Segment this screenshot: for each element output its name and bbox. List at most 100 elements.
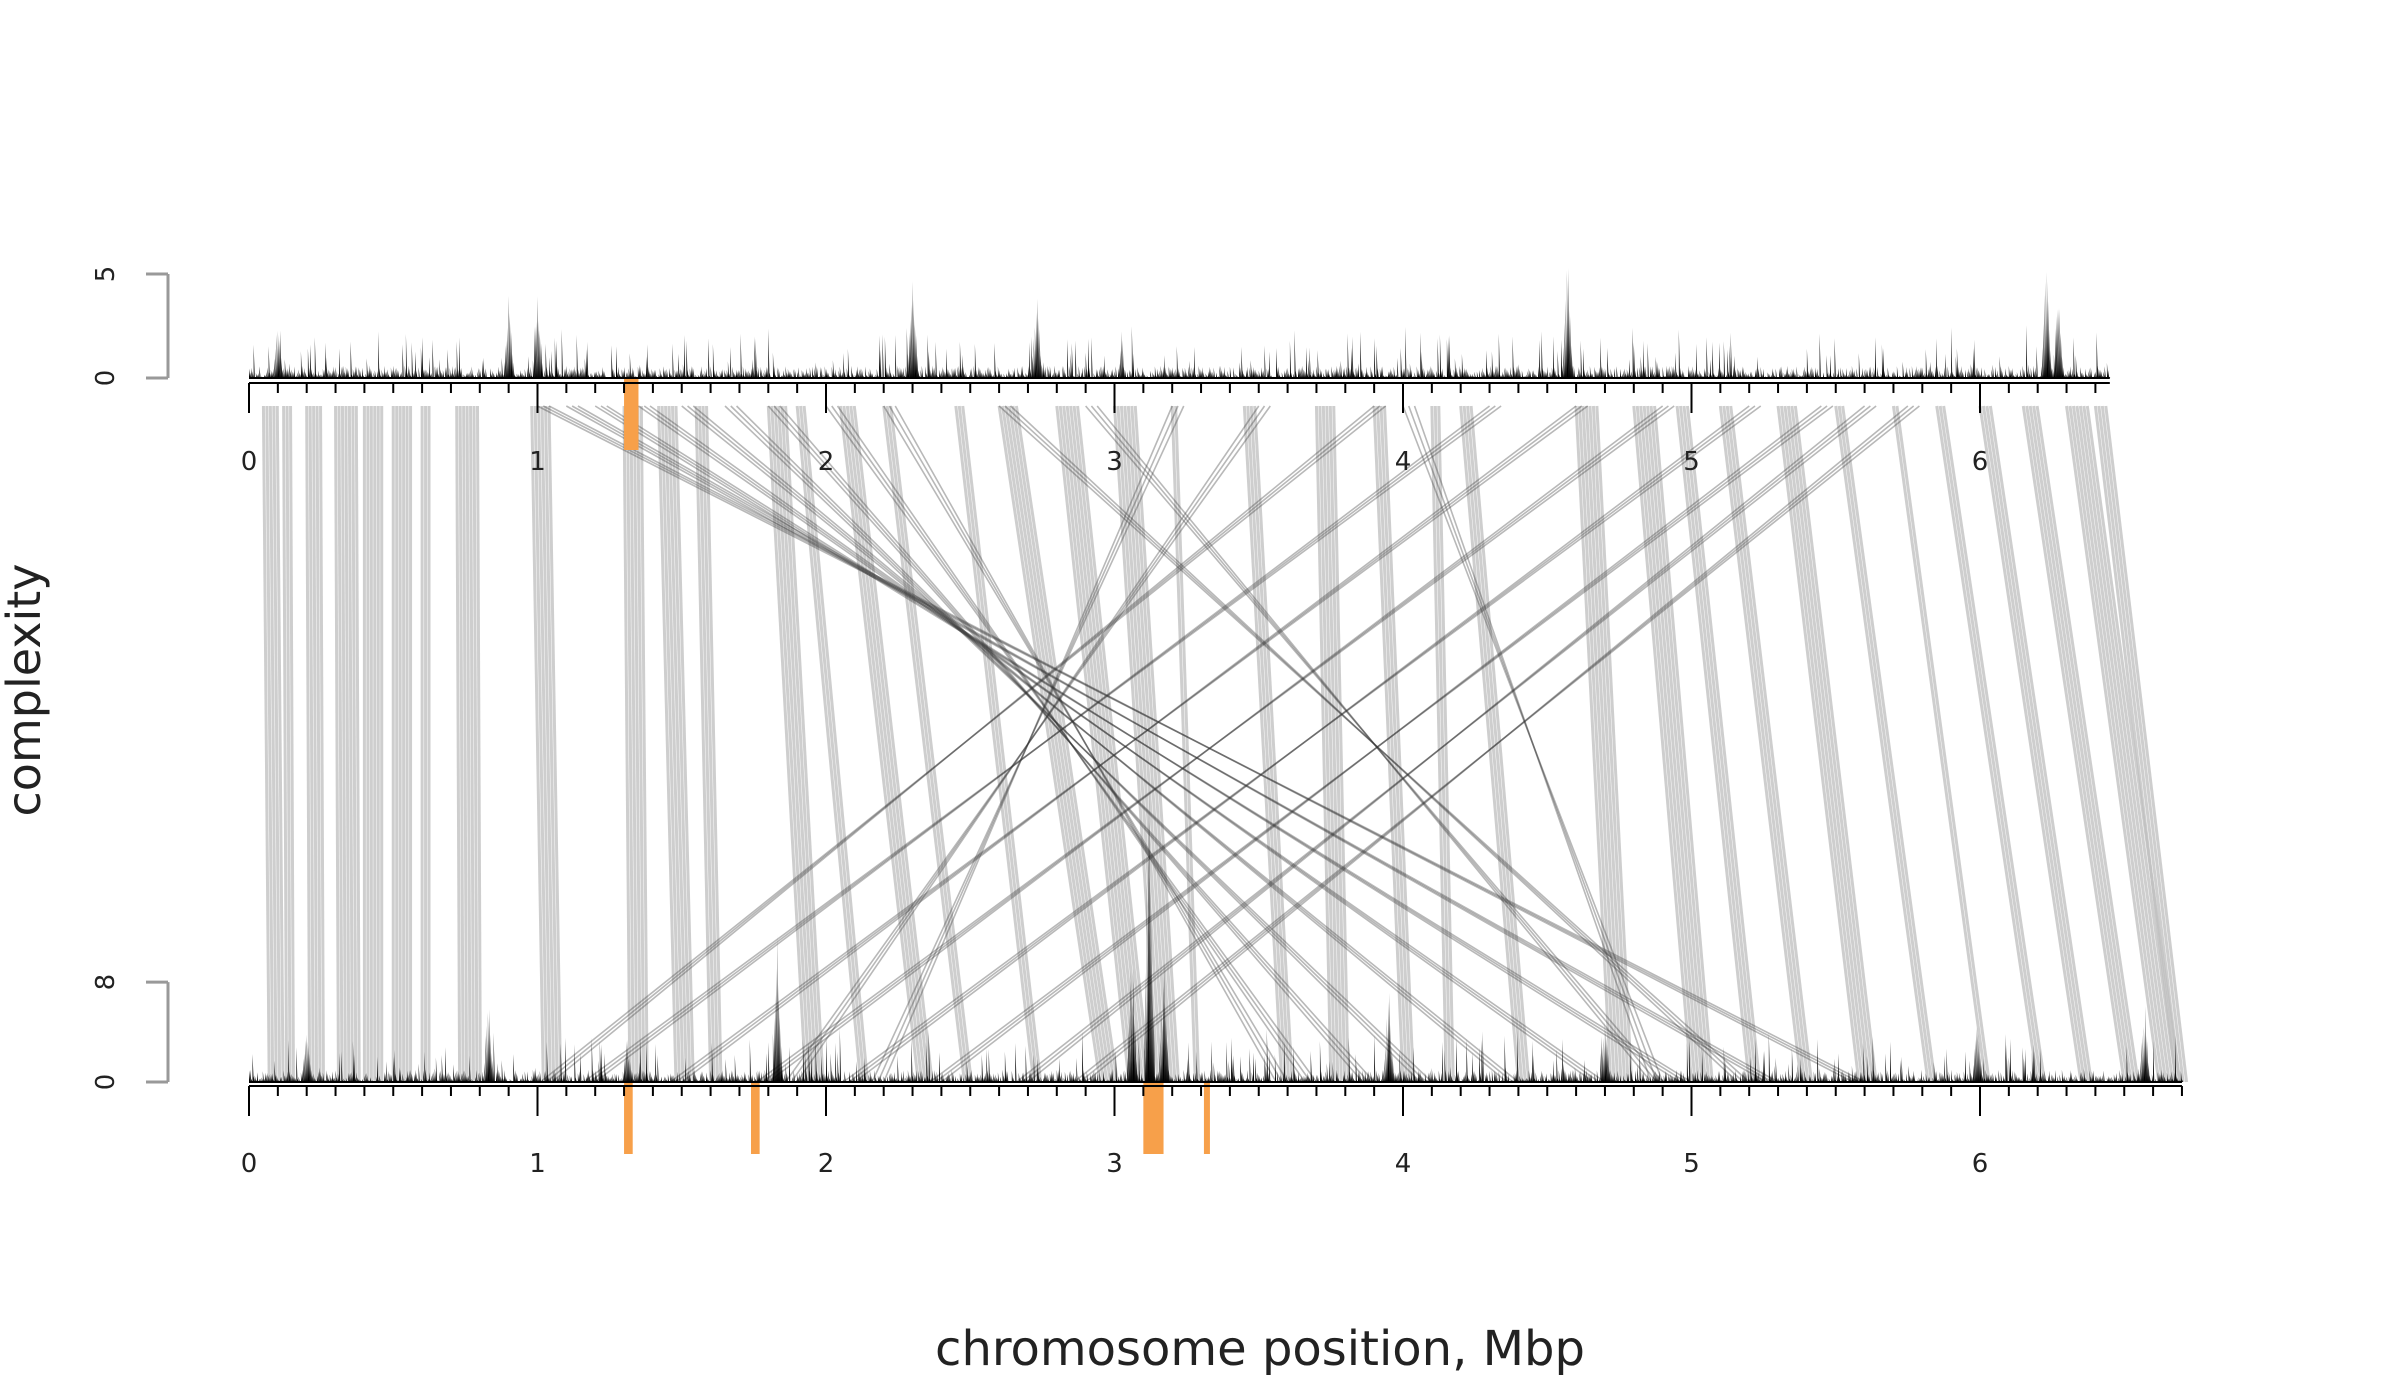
inverted-link [882, 405, 1173, 1083]
colinear-link [1725, 405, 1810, 1083]
colinear-link [1649, 405, 1711, 1083]
inverted-link [606, 405, 1681, 1083]
bottom-x-axis-tick-label: 3 [1106, 1149, 1123, 1179]
colinear-link [1328, 405, 1347, 1083]
colinear-link [1253, 405, 1294, 1083]
inverted-link [551, 405, 1375, 1083]
colinear-link [1325, 405, 1343, 1083]
colinear-link [1011, 405, 1116, 1083]
colinear-link [2032, 405, 2137, 1083]
colinear-link [1891, 405, 1988, 1083]
colinear-link [1895, 405, 1991, 1083]
colinear-link [1069, 405, 1145, 1083]
colinear-link [533, 405, 549, 1083]
colinear-link [1682, 405, 1758, 1083]
colinear-link [1938, 405, 2043, 1083]
colinear-link [1072, 405, 1148, 1083]
inverted-link [730, 405, 1427, 1083]
colinear-link [2068, 405, 2164, 1083]
colinear-link [344, 405, 351, 1083]
inverted-link [1015, 405, 1877, 1083]
colinear-link [2035, 405, 2140, 1083]
colinear-link [1653, 405, 1714, 1083]
colinear-link [622, 405, 632, 1083]
inverted-link [1402, 405, 1664, 1083]
inverted-link [537, 405, 1865, 1083]
bottom-y-axis-tick-label: 8 [91, 974, 121, 991]
colinear-link [305, 405, 312, 1083]
colinear-link [1935, 405, 2040, 1083]
colinear-link [265, 405, 275, 1083]
bottom-y-axis-tick-label: 0 [91, 1074, 121, 1091]
colinear-link [1581, 405, 1620, 1083]
colinear-link [275, 405, 285, 1083]
colinear-link [1001, 405, 1106, 1083]
inverted-link [583, 405, 1502, 1083]
colinear-link [674, 405, 695, 1083]
colinear-link [1459, 405, 1520, 1083]
colinear-link [1437, 405, 1455, 1083]
colinear-link [2075, 405, 2171, 1083]
colinear-link [2104, 405, 2189, 1083]
top-profile [249, 268, 2111, 378]
inverted-link [929, 405, 1834, 1083]
bottom-x-axis-tick-label: 2 [818, 1149, 835, 1179]
colinear-link [1679, 405, 1755, 1083]
inverted-link [675, 405, 1583, 1083]
colinear-link [547, 405, 563, 1083]
colinear-link [1383, 405, 1415, 1083]
colinear-link [289, 405, 295, 1083]
colinear-link [1246, 405, 1287, 1083]
colinear-link [845, 405, 927, 1083]
bottom-x-axis-tick-label: 6 [1972, 1149, 1989, 1179]
colinear-link [1632, 405, 1693, 1083]
colinear-link [1591, 405, 1630, 1083]
colinear-link [2021, 405, 2126, 1083]
top-x-axis-tick-label: 5 [1683, 447, 1700, 477]
colinear-link [1584, 405, 1623, 1083]
colinear-link [1793, 405, 1878, 1083]
colinear-link [2082, 405, 2178, 1083]
colinear-link [1834, 405, 1930, 1083]
colinear-link [1786, 405, 1871, 1083]
inverted-link [638, 405, 1606, 1083]
x-axis-label: chromosome position, Mbp [935, 1321, 1585, 1377]
colinear-link [961, 405, 1043, 1083]
inverted-link [825, 405, 1318, 1083]
colinear-link [472, 405, 479, 1083]
colinear-link [795, 405, 863, 1083]
top-x-axis-tick-label: 2 [818, 447, 835, 477]
bottom-highlight [624, 1082, 633, 1154]
colinear-link [1130, 405, 1177, 1083]
colinear-link [626, 405, 635, 1083]
colinear-link [347, 405, 354, 1083]
colinear-link [1126, 405, 1174, 1083]
colinear-link [1318, 405, 1336, 1083]
inverted-link [836, 405, 1306, 1083]
colinear-link [1242, 405, 1284, 1083]
inverted-link [681, 405, 1519, 1083]
inverted-link [883, 405, 1289, 1083]
top-y-axis-tick-label: 0 [91, 370, 121, 387]
colinear-link [773, 405, 815, 1083]
complexity-profiles [249, 268, 2184, 1083]
inverted-link [767, 405, 1664, 1083]
colinear-link [1430, 405, 1448, 1083]
colinear-link [1595, 405, 1633, 1083]
colinear-link [2078, 405, 2175, 1083]
inverted-link [940, 405, 1822, 1083]
inverted-link [545, 405, 1381, 1083]
colinear-link [694, 405, 713, 1083]
synteny-links [261, 405, 2189, 1083]
colinear-link [1332, 405, 1350, 1083]
colinear-link [1685, 405, 1762, 1083]
inverted-link [790, 405, 1266, 1083]
colinear-link [469, 405, 475, 1083]
colinear-link [1469, 405, 1531, 1083]
colinear-link [1116, 405, 1163, 1083]
inverted-link [643, 405, 1600, 1083]
colinear-link [1004, 405, 1109, 1083]
colinear-link [1133, 405, 1181, 1083]
colinear-link [957, 405, 1039, 1083]
